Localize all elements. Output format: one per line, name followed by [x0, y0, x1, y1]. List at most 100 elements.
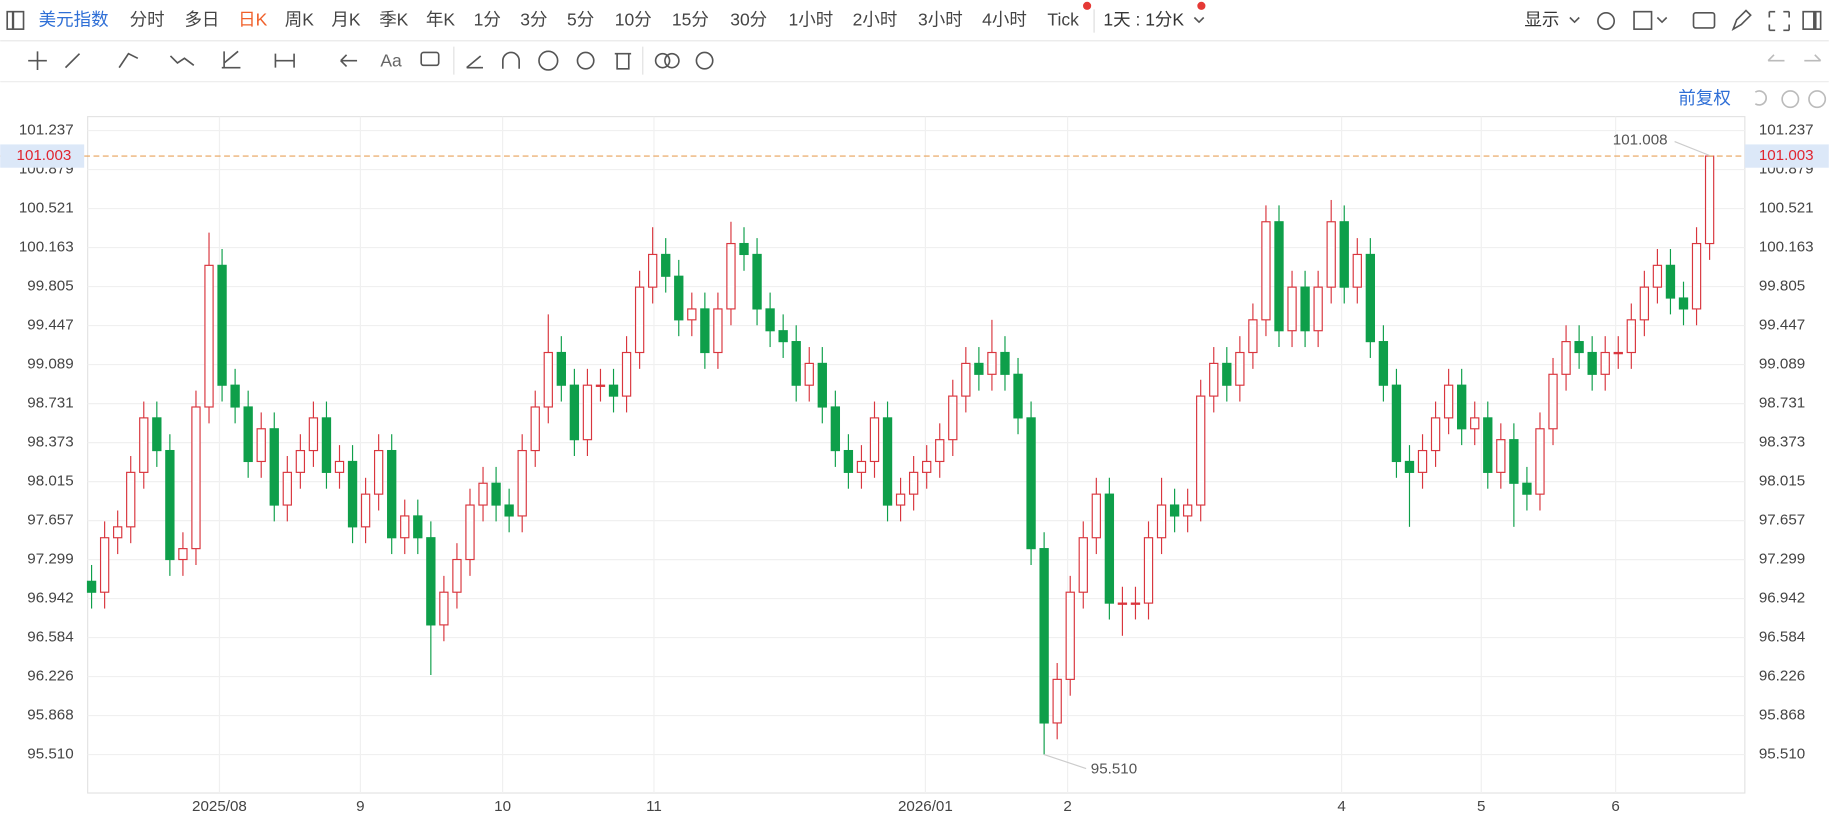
period-tab[interactable]: 1分 [474, 10, 501, 30]
note-tool[interactable] [420, 51, 440, 67]
compare-tool[interactable] [664, 52, 680, 69]
period-tab[interactable]: Tick [1047, 10, 1079, 30]
redo[interactable] [1804, 54, 1822, 62]
candle-body [426, 537, 436, 626]
y-tick-label: 98.015 [27, 473, 73, 490]
candle-body [817, 362, 827, 408]
period-tab[interactable]: 4小时 [982, 10, 1027, 30]
period-tab[interactable]: 10分 [615, 10, 652, 30]
layout-icon[interactable] [1633, 10, 1653, 30]
candle-body [1261, 221, 1271, 321]
period-tab[interactable]: 月K [331, 10, 360, 30]
candle-body [1352, 253, 1362, 288]
candle-body [1013, 373, 1023, 419]
y-tick-label: 99.089 [27, 356, 73, 373]
candle-body [1274, 221, 1284, 332]
hide-tool[interactable] [576, 51, 595, 70]
period-combo[interactable]: 1天 : 1分K [1103, 10, 1184, 30]
candle-body [1626, 319, 1636, 354]
period-tab[interactable]: 3分 [520, 10, 547, 30]
period-tab[interactable]: 多日 [184, 10, 219, 30]
y-tick-label-right: 96.226 [1759, 668, 1805, 685]
y-tick-label: 95.868 [27, 707, 73, 724]
candle-body [113, 526, 123, 539]
candle-body [1209, 362, 1219, 397]
delete-tool[interactable] [614, 52, 632, 70]
reset-icon[interactable] [1754, 90, 1767, 106]
arrow-tool[interactable] [340, 54, 358, 68]
candle-body [530, 406, 540, 452]
candle-body [269, 428, 279, 506]
y-tick-label-right: 98.731 [1759, 395, 1805, 412]
period-tab[interactable]: 15分 [672, 10, 709, 30]
candle-body [687, 308, 697, 321]
candle-body [922, 460, 932, 473]
zoom-out[interactable] [1781, 90, 1800, 109]
candle-body [569, 384, 580, 441]
candle-body [1665, 264, 1676, 299]
brush-tool[interactable] [466, 55, 484, 69]
candle-body [1509, 439, 1519, 484]
y-tick-label: 101.237 [19, 122, 74, 139]
zoom-in[interactable] [1808, 90, 1827, 109]
measure-tool[interactable] [274, 53, 295, 68]
y-tick-label: 97.657 [27, 512, 73, 529]
settings-icon[interactable] [1597, 12, 1616, 30]
badge [1197, 1, 1206, 10]
symbol[interactable]: 美元指数 [39, 10, 109, 30]
period-tab[interactable]: 日K [238, 10, 267, 30]
display-menu[interactable]: 显示 [1524, 10, 1559, 30]
period-tab[interactable]: 周K [285, 10, 314, 30]
lock-tool[interactable] [538, 50, 559, 71]
candle-body [139, 417, 149, 473]
sidebar-toggle[interactable] [6, 10, 25, 30]
x-tick-label: 2025/08 [192, 798, 247, 815]
period-tab[interactable]: 5分 [567, 10, 594, 30]
period-tab[interactable]: 2小时 [853, 10, 898, 30]
period-tab[interactable]: 3小时 [918, 10, 963, 30]
wave-tool[interactable] [169, 55, 195, 66]
text-tool[interactable]: Aa [380, 50, 402, 70]
candle-body [713, 308, 723, 354]
candle-body [400, 515, 410, 539]
period-tab[interactable]: 1小时 [789, 10, 834, 30]
candle-body [1326, 221, 1336, 288]
candle-body [739, 242, 749, 256]
candle-body [1365, 253, 1376, 343]
low-leader [1043, 753, 1087, 770]
candle-body [843, 449, 854, 473]
compare-tool[interactable] [654, 52, 671, 69]
y-tick-label: 100.163 [19, 239, 74, 256]
period-tab[interactable]: 分时 [130, 10, 165, 30]
pen-icon[interactable] [1731, 9, 1752, 31]
period-tab[interactable]: 年K [426, 10, 455, 30]
tool-settings[interactable] [695, 51, 714, 70]
candle-body [413, 515, 423, 539]
period-tab[interactable]: 季K [379, 10, 408, 30]
camera-icon[interactable] [1692, 12, 1716, 29]
candle-body [608, 384, 619, 397]
candle-body [1678, 297, 1689, 310]
move-tool[interactable] [28, 51, 47, 70]
panel-icon[interactable] [1802, 10, 1822, 30]
fullscreen-icon[interactable] [1768, 10, 1790, 32]
y-tick-label-right: 100.163 [1759, 239, 1814, 256]
high-label: 101.008 [1613, 131, 1668, 148]
candle-body [1574, 341, 1584, 354]
undo[interactable] [1767, 54, 1785, 62]
candle-body [1169, 504, 1180, 517]
shape-tool[interactable] [118, 52, 139, 69]
candle-body [178, 548, 188, 561]
candle-body [974, 362, 984, 375]
adjust-mode[interactable]: 前复权 [1678, 88, 1730, 108]
period-tab[interactable]: 30分 [730, 10, 767, 30]
candle-body [895, 493, 906, 506]
candle-body [556, 351, 566, 386]
last-price-label-right: 101.003 [1759, 147, 1814, 164]
magnet-tool[interactable] [502, 51, 520, 69]
line-tool[interactable] [64, 53, 81, 69]
fib-tool[interactable] [221, 50, 241, 69]
last-price-tag [0, 144, 85, 168]
candle-body [308, 417, 319, 452]
